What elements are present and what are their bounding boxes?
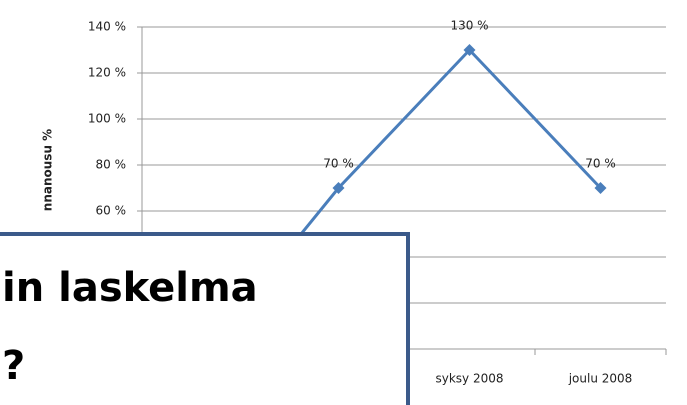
data-label: 130 % xyxy=(450,19,488,33)
point xyxy=(463,44,476,56)
data-label: 70 % xyxy=(585,157,616,171)
overlay-text: ? xyxy=(2,343,25,389)
overlay-text: in laskelma xyxy=(2,265,258,311)
overlay: in laskelma ? xyxy=(0,232,410,405)
point xyxy=(594,182,607,194)
y-tick-label: 100 % xyxy=(88,112,126,126)
y-tick-label: 120 % xyxy=(88,66,126,80)
y-tick-label: 80 % xyxy=(96,158,127,172)
data-label: 70 % xyxy=(323,157,354,171)
x-tick-label: syksy 2008 xyxy=(435,372,503,386)
point xyxy=(332,182,345,194)
overlay-box xyxy=(0,232,410,405)
y-tick-label: 60 % xyxy=(96,204,127,218)
y-tick-label: 140 % xyxy=(88,20,126,34)
x-tick-label: joulu 2008 xyxy=(568,372,633,386)
y-axis-label: nnanousu % xyxy=(41,129,55,211)
